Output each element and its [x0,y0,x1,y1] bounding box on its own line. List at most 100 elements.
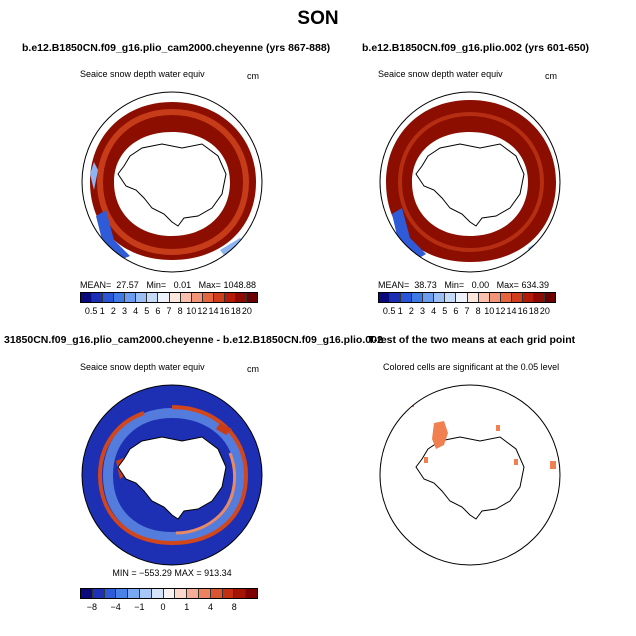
colorbar-diff-swatch [210,589,223,598]
colorbar-diff-swatch [198,589,211,598]
colorbar-abs-2-label: 4 [431,306,437,316]
panel-1-snow-field [90,102,256,260]
panel-4-map [379,384,561,566]
panel-1-units: cm [247,71,259,81]
colorbar-diff-label: 4 [208,602,214,612]
colorbar-abs-1-swatch [213,293,225,302]
colorbar-abs-1-label: 2 [110,306,116,316]
colorbar-diff-label: 8 [231,602,237,612]
panel-3-positive-inner [175,452,237,535]
panel-1-colorbar [80,292,258,303]
colorbar-diff-swatch [187,589,199,598]
colorbar-diff-swatch [163,589,176,598]
panel-4-title: T-test of the two means at each grid poi… [368,334,576,346]
colorbar-abs-1-swatch [136,293,148,302]
colorbar-abs-1-label: 12 [197,306,208,316]
colorbar-diff-swatch [104,589,117,598]
colorbar-abs-2-swatch [412,293,424,302]
colorbar-abs-1-label: 10 [186,306,197,316]
colorbar-abs-1-swatch [169,293,181,302]
colorbar-abs-1-label: 0.5 [84,306,98,316]
colorbar-abs-2-swatch [522,293,534,302]
colorbar-abs-2-label: 2 [408,306,414,316]
panel-1-map [81,91,263,273]
colorbar-abs-1-swatch [224,293,236,302]
colorbar-diff-label: −1 [134,602,145,612]
panel-3-antarctica [117,436,227,520]
panel-2-map [379,91,561,273]
colorbar-abs-2-label: 12 [495,306,506,316]
colorbar-abs-1-label: 18 [230,306,241,316]
panel-1-antarctica [117,143,227,227]
colorbar-diff-swatch [139,589,152,598]
colorbar-diff-swatch [128,589,140,598]
colorbar-abs-2-label: 1 [397,306,403,316]
colorbar-diff-label: −8 [86,602,97,612]
panel-1-variable: Seaice snow depth water equiv [80,69,205,79]
colorbar-abs-2-label: 18 [528,306,539,316]
colorbar-diff-swatch [151,589,164,598]
colorbar-abs-1-swatch [125,293,137,302]
colorbar-diff-swatch [222,589,235,598]
panel-1-edge-lightblue [90,162,246,258]
panel-3-positive-patch [116,423,232,479]
panel-4-subtitle: Colored cells are significant at the 0.0… [383,362,560,372]
colorbar-abs-2-swatch [489,293,501,302]
panel-4-antarctica [415,436,525,520]
colorbar-abs-1-label: 8 [177,306,183,316]
colorbar-abs-1-label: 16 [219,306,230,316]
colorbar-abs-1-swatch [114,293,126,302]
colorbar-abs-1-label: 4 [133,306,139,316]
colorbar-abs-2-swatch [456,293,468,302]
colorbar-abs-2-swatch [445,293,457,302]
panel-3-map [81,384,263,566]
colorbar-abs-1-label: 6 [155,306,161,316]
colorbar-abs-2-swatch [544,293,555,302]
panel-3-positive-ring [97,405,249,546]
panel-2-edge-blue [392,208,426,260]
colorbar-abs-1-label: 14 [208,306,219,316]
panel-3-variable: Seaice snow depth water equiv [80,362,205,372]
colorbar-abs-1-swatch [235,293,247,302]
colorbar-abs-2-label: 5 [442,306,448,316]
panel-2-outer-band [397,111,545,253]
colorbar-abs-1-swatch [246,293,257,302]
colorbar-diff-swatch [234,589,247,598]
colorbar-abs-2-label: 16 [517,306,528,316]
colorbar-abs-2-swatch [390,293,402,302]
colorbar-abs-2-swatch [423,293,435,302]
panel-3-stats: MIN = −553.29 MAX = 913.34 [112,568,232,578]
colorbar-abs-1-label: 7 [166,306,172,316]
colorbar-abs-2-swatch [467,293,479,302]
colorbar-abs-2-label: 20 [539,306,550,316]
colorbar-abs-2-label: 3 [419,306,426,316]
panel-2-antarctica [415,143,525,227]
panel-1-outer-band [96,108,250,256]
colorbar-diff-swatch [175,589,188,598]
panel-1-title: b.e12.B1850CN.f09_g16.plio_cam2000.cheye… [22,42,331,54]
colorbar-diff-swatch [81,589,93,598]
colorbar-abs-2-swatch [379,293,391,302]
panel-2-variable: Seaice snow depth water equiv [378,69,503,79]
colorbar-abs-1-swatch [147,293,159,302]
colorbar-abs-2-swatch [533,293,545,302]
panel-3-mid-band [102,407,246,543]
colorbar-abs-1-swatch [180,293,192,302]
panel-4-significant-cells [408,401,556,469]
panel-2-units: cm [545,71,557,81]
panel-3-units: cm [247,364,259,374]
colorbar-abs-2-label: 14 [506,306,517,316]
panel-3-title: 31850CN.f09_g16.plio_cam2000.cheyenne - … [4,334,383,346]
colorbar-abs-2-swatch [500,293,512,302]
colorbar-abs-1-swatch [81,293,93,302]
colorbar-abs-1-label: 5 [144,306,150,316]
colorbar-abs-2-label: 10 [484,306,495,316]
panel-1-stats: MEAN= 27.57 Min= 0.01 Max= 1048.88 [80,280,256,290]
colorbar-abs-2-swatch [401,293,413,302]
colorbar-abs-1-swatch [191,293,203,302]
colorbar-diff-swatch [116,589,129,598]
colorbar-abs-1-label: 1 [99,306,105,316]
colorbar-abs-1-label: 3 [121,306,128,316]
figure-title: SON [297,8,339,29]
colorbar-abs-2-label: 8 [475,306,481,316]
